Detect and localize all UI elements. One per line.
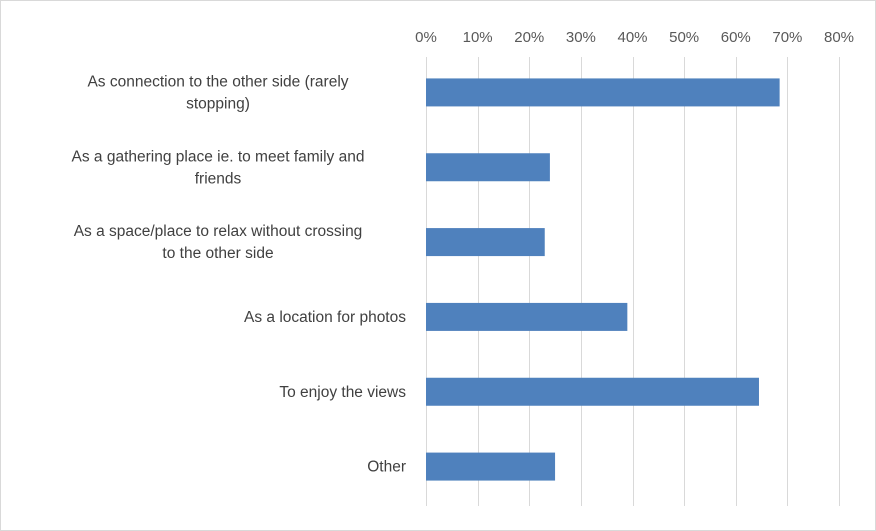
bars	[426, 78, 780, 481]
x-tick-label: 50%	[669, 29, 699, 46]
category-label: As connection to the other side (rarely s…	[87, 73, 348, 112]
bar	[426, 377, 759, 406]
category-label-line: As a gathering place ie. to meet family …	[72, 148, 365, 165]
x-tick-label: 60%	[721, 29, 751, 46]
category-label-line: friends	[195, 170, 242, 187]
category-label: Other	[367, 459, 406, 476]
category-label-line: Other	[367, 459, 406, 476]
x-tick-label: 70%	[772, 29, 802, 46]
category-labels: As connection to the other side (rarely s…	[72, 73, 407, 475]
x-axis-ticks: 0% 10% 20% 30% 40% 50% 60% 70% 80%	[415, 29, 854, 46]
category-label-line: stopping)	[186, 95, 250, 112]
x-tick-label: 20%	[514, 29, 544, 46]
gridlines	[426, 57, 840, 506]
category-label: As a gathering place ie. to meet family …	[72, 148, 365, 187]
category-label-line: As a space/place to relax without crossi…	[74, 223, 363, 240]
x-tick-label: 40%	[617, 29, 647, 46]
category-label: To enjoy the views	[279, 384, 406, 401]
category-label-line: to the other side	[162, 245, 273, 262]
bar	[426, 153, 550, 182]
category-label-line: As connection to the other side (rarely	[87, 73, 348, 90]
bar	[426, 452, 556, 481]
category-label: As a location for photos	[244, 309, 406, 326]
bar	[426, 228, 545, 257]
bar	[426, 302, 628, 331]
x-tick-label: 10%	[463, 29, 493, 46]
category-label-line: To enjoy the views	[279, 384, 406, 401]
category-label-line: As a location for photos	[244, 309, 406, 326]
x-tick-label: 30%	[566, 29, 596, 46]
category-label: As a space/place to relax without crossi…	[74, 223, 363, 262]
x-tick-label: 80%	[824, 29, 854, 46]
x-tick-label: 0%	[415, 29, 437, 46]
bar	[426, 78, 780, 107]
